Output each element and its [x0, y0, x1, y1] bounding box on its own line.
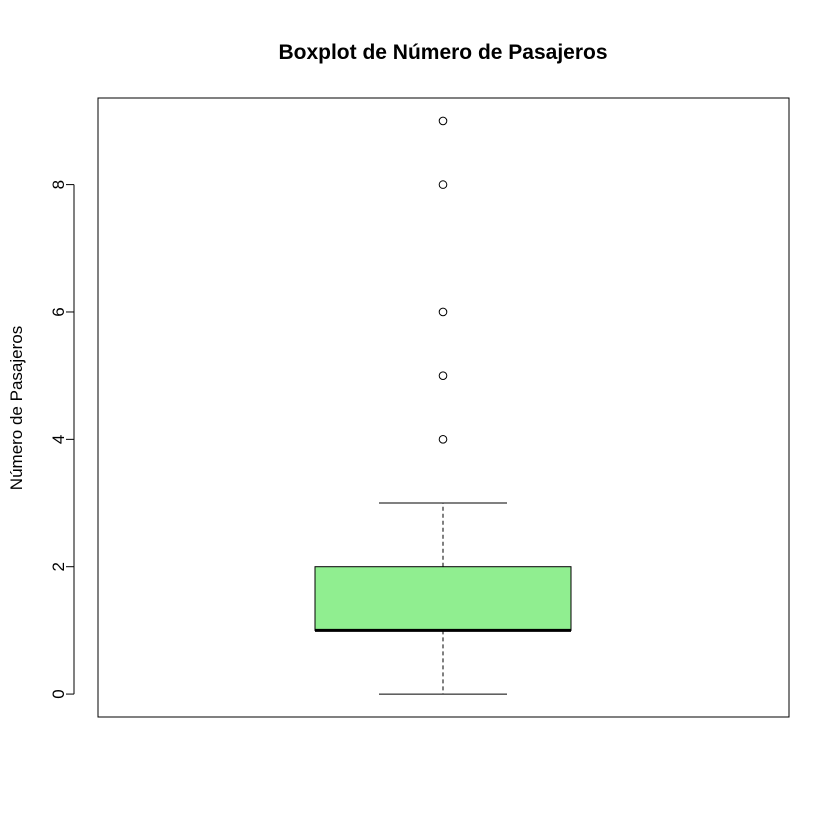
iqr-box [314, 566, 572, 631]
y-tick-label-6: 6 [49, 307, 68, 316]
outlier-point-9 [438, 116, 448, 126]
y-tick-label-8: 8 [49, 180, 68, 189]
outliers [438, 116, 448, 444]
y-axis-label: Número de Pasajeros [7, 326, 26, 490]
y-tick-label-2: 2 [49, 562, 68, 571]
outlier-point-6 [438, 307, 448, 317]
y-tick-label-0: 0 [49, 689, 68, 698]
y-tick-label-4: 4 [49, 435, 68, 444]
outlier-point-5 [438, 371, 448, 380]
chart-title: Boxplot de Número de Pasajeros [278, 41, 607, 64]
box-group [314, 502, 572, 695]
y-axis: 0 2 4 6 8 [49, 180, 75, 699]
outlier-point-4 [438, 435, 448, 444]
plot-area [97, 97, 790, 718]
outlier-point-8 [438, 180, 448, 189]
